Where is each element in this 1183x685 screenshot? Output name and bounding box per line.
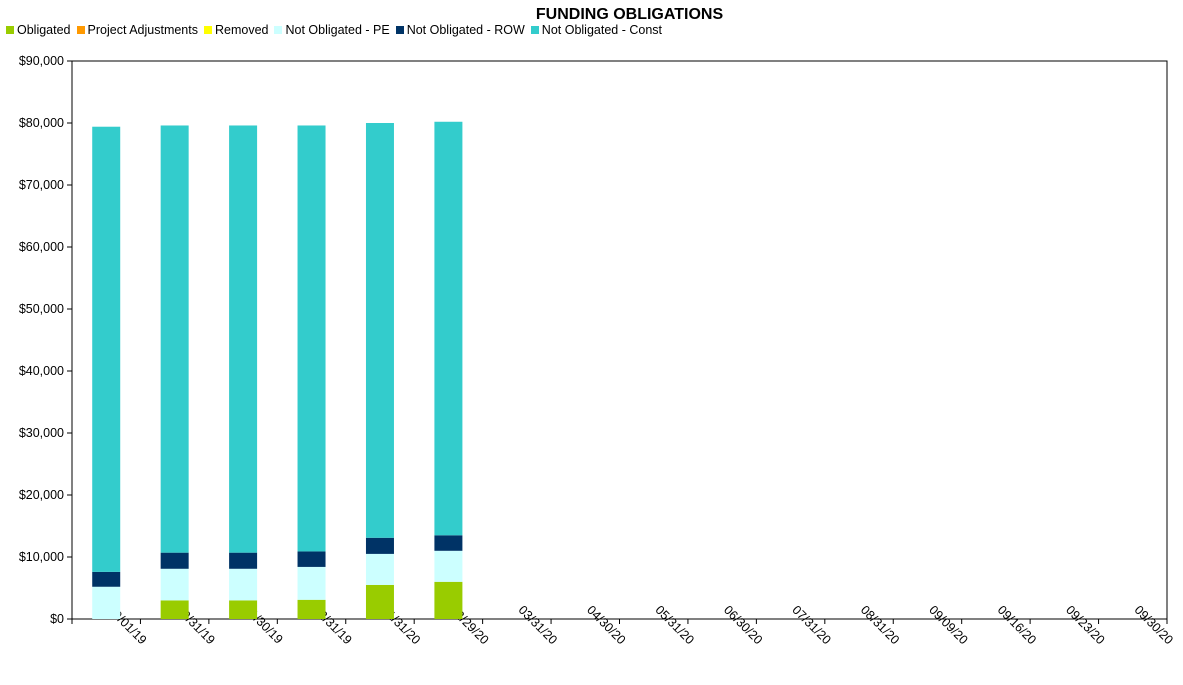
bar-segment <box>229 600 258 619</box>
bar-segment <box>229 552 258 569</box>
y-tick-label: $70,000 <box>19 178 64 192</box>
bar-segment <box>92 571 121 587</box>
legend-swatch <box>530 26 539 34</box>
y-tick-label: $0 <box>50 612 64 626</box>
legend-label: Obligated <box>17 23 71 37</box>
x-tick-label: 07/31/20 <box>789 603 833 647</box>
bar-segment <box>297 566 326 600</box>
bar-segment <box>297 599 326 619</box>
bar-segment <box>297 125 326 552</box>
legend-label: Project Adjustments <box>87 23 198 37</box>
legend-label: Not Obligated - ROW <box>406 23 525 37</box>
legend-item: Not Obligated - Const <box>530 23 662 37</box>
y-tick-label: $60,000 <box>19 240 64 254</box>
y-tick-label: $50,000 <box>19 302 64 316</box>
bar-segment <box>160 600 189 619</box>
legend-label: Not Obligated - PE <box>285 23 390 37</box>
bar-segment <box>160 125 189 553</box>
bar-segment <box>365 553 394 585</box>
x-tick-label: 09/09/20 <box>926 603 970 647</box>
bar-segment <box>434 550 463 582</box>
bar-segment <box>365 584 394 619</box>
bar-segment <box>434 581 463 619</box>
bar-segment <box>92 586 121 619</box>
x-tick-label: 05/31/20 <box>653 603 697 647</box>
bar-segment <box>160 568 189 601</box>
legend-item: Not Obligated - ROW <box>395 23 525 37</box>
legend-item: Not Obligated - PE <box>274 23 390 37</box>
bar-segment <box>365 537 394 554</box>
y-tick-label: $30,000 <box>19 426 64 440</box>
legend-item: Removed <box>203 23 269 37</box>
bar-segment <box>92 126 121 572</box>
y-tick-label: $80,000 <box>19 116 64 130</box>
y-tick-label: $10,000 <box>19 550 64 564</box>
bar-segment <box>434 535 463 551</box>
legend-swatch <box>203 26 212 34</box>
x-tick-label: 04/30/20 <box>584 603 628 647</box>
bar-segment <box>297 551 326 567</box>
bar-segment <box>229 125 258 553</box>
x-tick-label: 09/16/20 <box>995 603 1039 647</box>
bar-segment <box>434 121 463 536</box>
y-tick-label: $90,000 <box>19 54 64 68</box>
legend-swatch <box>6 26 14 34</box>
x-tick-label: 09/23/20 <box>1063 603 1107 647</box>
bar-segment <box>365 123 394 538</box>
legend-item: Obligated <box>6 23 71 37</box>
legend-swatch <box>274 26 283 34</box>
x-tick-label: 09/30/20 <box>1132 603 1176 647</box>
legend-swatch <box>76 26 85 34</box>
bar-segment <box>229 568 258 601</box>
legend-swatch <box>395 26 404 34</box>
y-tick-label: $20,000 <box>19 488 64 502</box>
legend-label: Removed <box>214 23 269 37</box>
legend-label: Not Obligated - Const <box>541 23 662 37</box>
y-tick-label: $40,000 <box>19 364 64 378</box>
chart-title: FUNDING OBLIGATIONS <box>535 6 724 23</box>
x-tick-label: 06/30/20 <box>721 603 765 647</box>
x-tick-label: 08/31/20 <box>858 603 902 647</box>
legend: Obligated Project Adjustments Removed Not O… <box>6 23 662 37</box>
legend-item: Project Adjustments <box>76 23 198 37</box>
bar-segment <box>160 552 189 569</box>
x-tick-label: 03/31/20 <box>516 603 560 647</box>
